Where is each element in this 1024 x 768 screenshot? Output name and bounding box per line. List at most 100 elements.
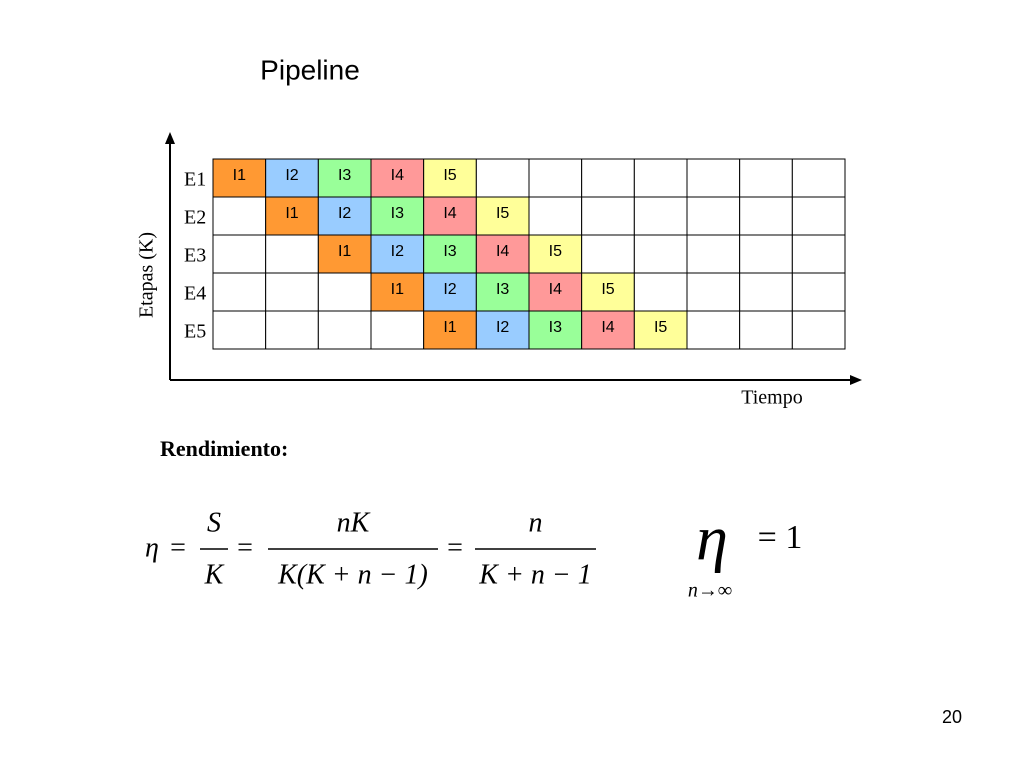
cell: [212, 272, 267, 312]
cell: [475, 158, 530, 198]
cell: [581, 196, 635, 236]
instruction-label: I3: [443, 243, 456, 260]
cell: [475, 310, 530, 350]
cell: [528, 310, 583, 350]
instruction-label: I4: [496, 243, 509, 260]
cell: [265, 272, 319, 312]
cell: [317, 310, 372, 350]
cell: [212, 196, 267, 236]
cell: [739, 158, 793, 198]
instruction-label: I5: [549, 243, 562, 260]
cell: [317, 196, 372, 236]
cell: [633, 234, 688, 274]
cell: [212, 310, 267, 350]
cell: [633, 310, 688, 350]
instruction-label: I5: [496, 205, 509, 222]
formula-equals: =: [170, 532, 186, 563]
formula-equals: =: [237, 532, 253, 563]
limit-subscript: n→∞: [688, 580, 732, 602]
instruction-label: I1: [338, 243, 351, 260]
cell: [633, 158, 688, 198]
instruction-label: I1: [233, 167, 246, 184]
cell: [791, 158, 846, 198]
y-axis-label: Etapas (K): [136, 232, 158, 318]
cell: [686, 196, 741, 236]
y-arrow: [165, 132, 175, 144]
instruction-label: I3: [549, 319, 562, 336]
stage-label: E3: [184, 245, 206, 267]
cell: [581, 272, 635, 312]
cell: [528, 158, 583, 198]
stage-label: E4: [184, 283, 206, 305]
instruction-label: I5: [443, 167, 456, 184]
instruction-label: I5: [601, 281, 614, 298]
instruction-label: I3: [496, 281, 509, 298]
instruction-label: I4: [391, 167, 404, 184]
cell: [212, 234, 267, 274]
cell: [633, 272, 688, 312]
instruction-label: I2: [391, 243, 404, 260]
cell: [423, 310, 477, 350]
cell: [475, 272, 530, 312]
instruction-label: I4: [549, 281, 562, 298]
formula-equals: =: [447, 532, 463, 563]
instruction-label: I4: [601, 319, 614, 336]
section-label: Rendimiento:: [160, 436, 288, 461]
cell: [423, 272, 477, 312]
limit-rhs: = 1: [758, 519, 803, 556]
cell: [528, 272, 583, 312]
x-arrow: [850, 375, 862, 385]
page-number: 20: [942, 707, 962, 727]
instruction-label: I2: [338, 205, 351, 222]
x-axis-label: Tiempo: [741, 387, 803, 409]
cell: [317, 158, 372, 198]
cell: [265, 234, 319, 274]
denominator: K(K + n − 1): [277, 559, 428, 590]
cell: [791, 310, 846, 350]
cell: [686, 234, 741, 274]
cell: [739, 196, 793, 236]
instruction-label: I3: [391, 205, 404, 222]
cell: [212, 158, 267, 198]
instruction-label: I2: [496, 319, 509, 336]
cell: [633, 196, 688, 236]
instruction-label: I3: [338, 167, 351, 184]
cell: [581, 310, 635, 350]
cell: [686, 272, 741, 312]
limit-symbol: η: [696, 503, 728, 574]
cell: [528, 234, 583, 274]
cell: [423, 234, 477, 274]
formula-lhs: η: [145, 532, 159, 563]
denominator: K: [204, 559, 225, 590]
instruction-label: I4: [443, 205, 456, 222]
cell: [739, 310, 793, 350]
numerator: nK: [337, 507, 371, 538]
cell: [370, 272, 425, 312]
cell: [739, 272, 793, 312]
instruction-label: I1: [391, 281, 404, 298]
numerator: S: [207, 507, 221, 538]
cell: [370, 310, 425, 350]
cell: [686, 158, 741, 198]
cell: [581, 234, 635, 274]
numerator: n: [529, 507, 543, 538]
cell: [317, 234, 372, 274]
stage-label: E2: [184, 207, 206, 229]
cell: [528, 196, 583, 236]
denominator: K + n − 1: [478, 559, 591, 590]
cell: [581, 158, 635, 198]
cell: [791, 196, 846, 236]
instruction-label: I5: [654, 319, 667, 336]
cell: [791, 272, 846, 312]
cell: [791, 234, 846, 274]
instruction-label: I2: [285, 167, 298, 184]
stage-label: E5: [184, 321, 206, 343]
cell: [265, 310, 319, 350]
cell: [423, 196, 477, 236]
instruction-label: I1: [443, 319, 456, 336]
cell: [739, 234, 793, 274]
cell: [686, 310, 741, 350]
instruction-label: I1: [285, 205, 298, 222]
slide-title: Pipeline: [260, 54, 360, 85]
